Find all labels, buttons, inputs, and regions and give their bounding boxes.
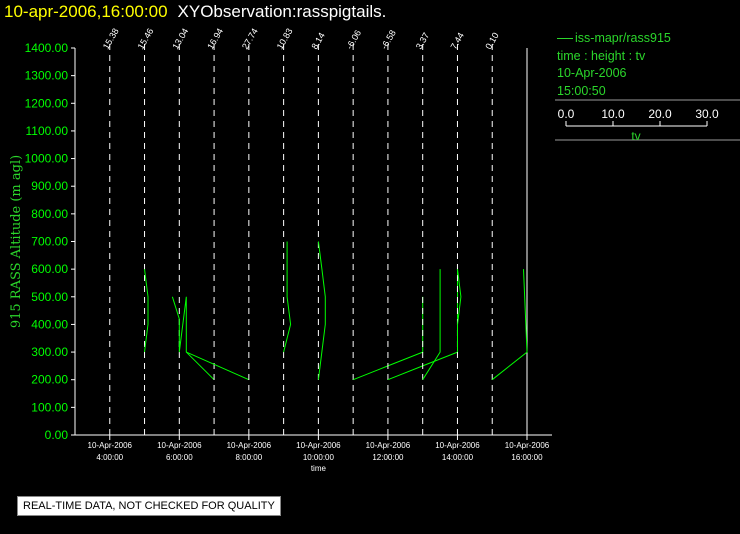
x-tick-time-label: 10:00:00 [303,453,335,462]
profile-reference-value: -6.06 [344,28,363,51]
x-tick-time-label: 14:00:00 [442,453,474,462]
profile-reference-value: 15.46 [136,26,156,51]
x-tick-date-label: 10-Apr-2006 [296,441,341,450]
profile-trace [172,297,214,380]
profile-reference-value: 27.74 [240,26,260,51]
profile-reference-value: 3.37 [414,31,431,51]
colorbar-tick-label: 20.0 [648,107,672,121]
colorbar-label: tv [631,129,640,143]
y-tick-label: 600.00 [31,262,68,276]
y-tick-label: 300.00 [31,345,68,359]
y-tick-label: 800.00 [31,207,68,221]
x-tick-date-label: 10-Apr-2006 [157,441,202,450]
legend-date: 10-Apr-2006 [557,65,671,83]
y-tick-label: 700.00 [31,235,68,249]
legend-series-label: iss-mapr/rass915 [575,31,671,45]
y-tick-label: 1400.00 [25,41,69,55]
profile-reference-value: 15.38 [101,26,121,51]
profile-trace [458,269,461,352]
legend-time: 15:00:50 [557,83,671,101]
profile-trace [284,242,291,353]
profile-reference-value: 8.14 [309,31,326,51]
x-tick-date-label: 10-Apr-2006 [366,441,411,450]
y-tick-label: 900.00 [31,179,68,193]
x-tick-date-label: 10-Apr-2006 [227,441,272,450]
y-tick-label: 400.00 [31,317,68,331]
y-tick-label: 100.00 [31,400,68,414]
x-tick-date-label: 10-Apr-2006 [505,441,550,450]
y-tick-label: 500.00 [31,290,68,304]
y-tick-label: 1000.00 [25,152,69,166]
profile-trace [318,242,325,380]
colorbar-tick-label: 0.0 [558,107,575,121]
x-tick-time-label: 6:00:00 [166,453,193,462]
profile-reference-value: 7.44 [449,31,466,51]
x-tick-time-label: 12:00:00 [372,453,404,462]
profile-trace [423,269,440,380]
x-tick-date-label: 10-Apr-2006 [88,441,133,450]
quality-warning-note: REAL-TIME DATA, NOT CHECKED FOR QUALITY [17,496,281,516]
x-tick-time-label: 4:00:00 [96,453,123,462]
y-tick-label: 200.00 [31,373,68,387]
legend-series-entry: iss-mapr/rass915 [557,30,671,48]
profile-reference-value: -6.58 [379,28,398,51]
profile-reference-value: 0.10 [483,31,500,51]
y-tick-label: 1100.00 [26,124,69,138]
y-tick-label: 1300.00 [25,69,69,83]
y-axis-label: 915 RASS Altitude (m agl) [9,155,24,328]
x-tick-time-label: 8:00:00 [235,453,262,462]
profile-reference-value: 13.04 [170,26,190,51]
x-axis-label: time [311,464,327,473]
profile-reference-value: 16.94 [205,26,225,51]
colorbar-tick-label: 30.0 [695,107,719,121]
colorbar-tick-label: 10.0 [601,107,625,121]
x-tick-time-label: 16:00:00 [511,453,543,462]
y-tick-label: 1200.00 [25,96,69,110]
legend-panel: iss-mapr/rass915 time : height : tv 10-A… [557,30,671,100]
profile-reference-value: 10.83 [275,26,295,51]
profile-trace [492,269,527,380]
profile-trace [186,352,249,380]
y-tick-label: 0.00 [45,428,69,442]
legend-line-swatch [557,38,573,39]
legend-variables: time : height : tv [557,48,671,66]
x-tick-date-label: 10-Apr-2006 [435,441,480,450]
